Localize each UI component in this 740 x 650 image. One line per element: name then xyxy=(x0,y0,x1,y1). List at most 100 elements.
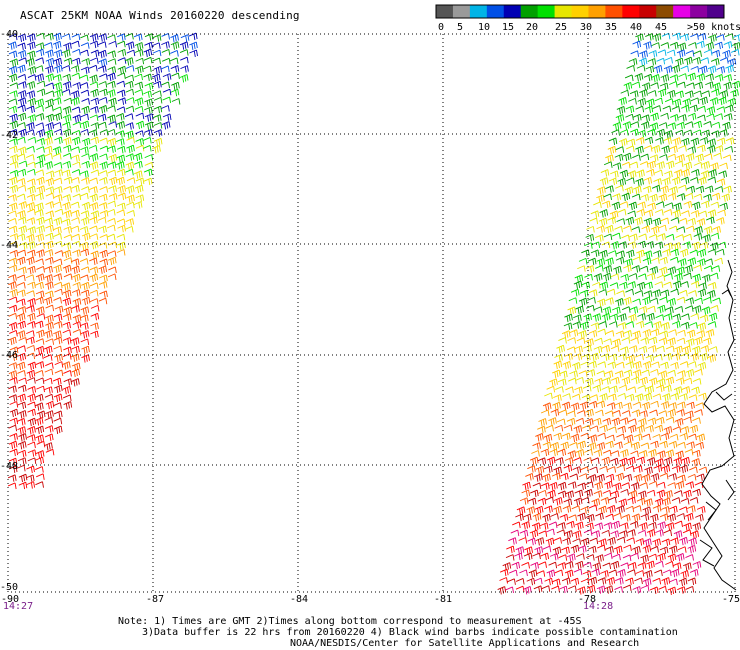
wind-barb xyxy=(612,193,621,201)
wind-barb xyxy=(107,34,116,41)
wind-barb xyxy=(639,50,648,59)
wind-barb xyxy=(656,345,665,353)
wind-barb xyxy=(596,225,605,233)
wind-barb xyxy=(81,98,90,105)
wind-barb xyxy=(671,176,681,186)
wind-barb xyxy=(669,186,678,195)
wind-barb xyxy=(71,40,80,48)
wind-barb xyxy=(677,42,687,51)
wind-barb xyxy=(63,210,72,219)
wind-barb xyxy=(89,114,99,121)
wind-barb xyxy=(117,72,126,80)
wind-barb xyxy=(660,361,669,370)
wind-barb xyxy=(135,138,145,146)
wind-barb xyxy=(16,153,26,161)
wind-barb xyxy=(633,360,642,370)
wind-barb xyxy=(54,89,64,98)
wind-barb xyxy=(650,546,659,553)
wind-barb xyxy=(27,425,36,435)
wind-barb xyxy=(152,145,161,154)
wind-barb xyxy=(53,233,62,240)
wind-barb xyxy=(618,241,628,249)
wind-barb xyxy=(632,369,642,378)
wind-barb xyxy=(144,113,154,122)
wind-barb xyxy=(54,208,64,216)
wind-barb xyxy=(134,89,144,96)
wind-barb xyxy=(81,58,91,66)
wind-barb xyxy=(27,265,36,275)
wind-barb xyxy=(8,322,18,331)
wind-barb xyxy=(71,362,81,371)
wind-barb xyxy=(584,481,594,488)
wind-barb xyxy=(641,121,650,130)
wind-barb xyxy=(727,58,737,67)
wind-barb xyxy=(577,586,586,595)
wind-barb xyxy=(578,257,588,265)
wind-barb xyxy=(657,450,666,459)
wind-barb xyxy=(511,561,521,570)
wind-barb xyxy=(654,281,664,288)
wind-barb xyxy=(8,385,17,393)
wind-barb xyxy=(89,161,99,170)
wind-barb xyxy=(16,178,26,186)
wind-barb xyxy=(54,384,63,394)
wind-barb xyxy=(642,433,651,441)
wind-barb xyxy=(35,105,44,112)
wind-barb xyxy=(35,258,44,265)
wind-barb xyxy=(632,154,641,161)
wind-barb xyxy=(579,401,589,410)
wind-barb xyxy=(626,354,636,363)
wind-barb xyxy=(108,153,118,163)
wind-barb xyxy=(609,321,618,328)
latitude-label: -40 xyxy=(0,29,18,40)
wind-barb xyxy=(550,408,560,417)
wind-barb xyxy=(607,361,617,369)
wind-barb xyxy=(98,281,108,289)
wind-barb xyxy=(602,489,612,497)
wind-barb xyxy=(621,337,631,344)
wind-barb xyxy=(693,50,702,57)
wind-barb xyxy=(117,224,126,233)
color-swatch xyxy=(588,5,606,18)
wind-barb xyxy=(26,122,35,131)
wind-barb xyxy=(695,153,704,162)
wind-barb xyxy=(677,329,686,337)
wind-barb xyxy=(588,504,598,512)
wind-barb xyxy=(79,322,89,330)
wind-barb xyxy=(587,442,597,451)
wind-barb xyxy=(636,249,645,259)
wind-barb xyxy=(665,233,675,241)
wind-barb xyxy=(17,33,27,42)
wind-barb xyxy=(722,121,731,131)
wind-barb xyxy=(553,360,563,370)
wind-barb xyxy=(142,144,152,152)
wind-barb xyxy=(81,201,91,211)
wind-barb xyxy=(714,145,724,153)
wind-barb xyxy=(716,137,726,145)
wind-barb xyxy=(701,129,711,137)
wind-barb xyxy=(670,288,679,296)
wind-barb xyxy=(589,466,599,473)
wind-barb xyxy=(542,545,552,553)
wind-barb xyxy=(62,194,72,202)
wind-barb xyxy=(665,160,675,169)
wind-barb xyxy=(98,65,107,73)
wind-barb xyxy=(34,417,44,426)
wind-barb xyxy=(709,272,719,280)
wind-barb xyxy=(143,65,152,73)
wind-barb xyxy=(26,481,36,489)
wind-barb xyxy=(621,513,631,522)
wind-barb xyxy=(506,545,515,554)
wind-barb xyxy=(677,474,686,482)
wind-barb xyxy=(72,121,82,128)
wind-barb xyxy=(135,112,145,120)
wind-barb xyxy=(553,466,562,475)
wind-barb xyxy=(679,248,689,258)
wind-barb xyxy=(697,258,706,267)
wind-barb xyxy=(656,274,666,282)
wind-barb xyxy=(62,33,71,40)
wind-barb xyxy=(574,274,584,283)
wind-barb xyxy=(571,362,581,371)
color-swatch xyxy=(520,5,539,18)
wind-barb xyxy=(651,145,661,154)
